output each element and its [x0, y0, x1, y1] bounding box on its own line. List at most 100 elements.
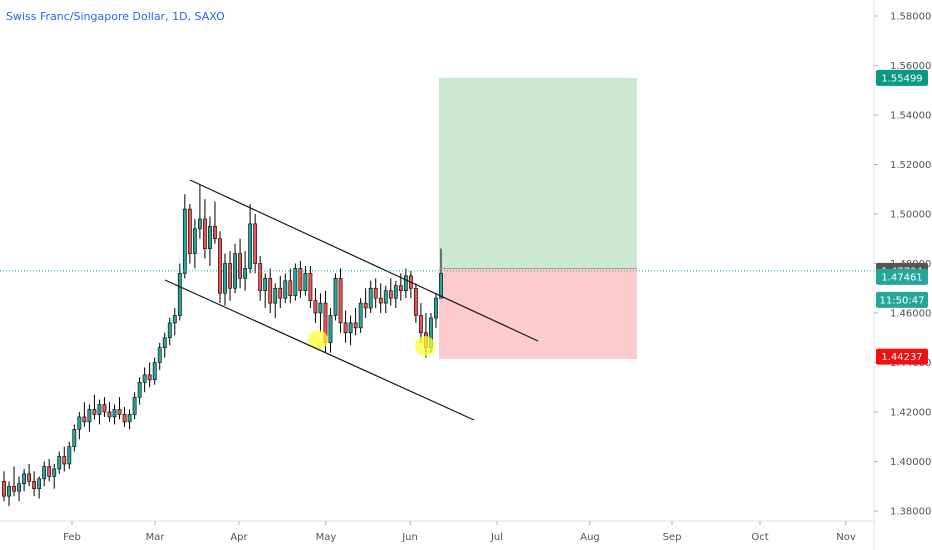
candle[interactable]: [238, 238, 242, 289]
candle[interactable]: [368, 280, 373, 313]
channel-upper-trendline[interactable]: [189, 179, 539, 342]
candle[interactable]: [92, 394, 97, 420]
candle[interactable]: [27, 463, 32, 487]
candle[interactable]: [288, 268, 293, 304]
candle[interactable]: [283, 273, 288, 304]
candle[interactable]: [393, 280, 398, 309]
candle[interactable]: [172, 308, 177, 336]
candle[interactable]: [142, 367, 147, 393]
candle[interactable]: [162, 332, 167, 358]
candle[interactable]: [388, 278, 393, 306]
candle[interactable]: [82, 402, 87, 427]
candle[interactable]: [157, 342, 162, 370]
candle[interactable]: [127, 409, 132, 430]
candle-body: [228, 263, 232, 289]
candle[interactable]: [403, 268, 408, 299]
candle[interactable]: [192, 218, 197, 269]
candle[interactable]: [72, 424, 77, 452]
candle[interactable]: [42, 461, 47, 487]
candle[interactable]: [363, 288, 368, 318]
candle[interactable]: [338, 268, 343, 333]
candle[interactable]: [87, 404, 92, 432]
candle[interactable]: [228, 251, 232, 301]
candle[interactable]: [258, 256, 263, 301]
candle[interactable]: [343, 310, 348, 343]
candle[interactable]: [313, 288, 318, 323]
candle[interactable]: [197, 184, 202, 239]
candle[interactable]: [37, 476, 42, 499]
candle[interactable]: [293, 263, 298, 301]
candle[interactable]: [373, 278, 378, 309]
candle[interactable]: [263, 273, 268, 309]
candle[interactable]: [439, 248, 443, 299]
stop-zone[interactable]: [439, 268, 637, 360]
candle[interactable]: [57, 451, 62, 474]
y-tick-label: 1.42000: [890, 408, 931, 419]
candle[interactable]: [318, 293, 323, 333]
candle[interactable]: [383, 285, 388, 313]
candle[interactable]: [223, 253, 227, 306]
candle[interactable]: [7, 481, 11, 507]
candle[interactable]: [358, 298, 363, 333]
candle[interactable]: [152, 357, 157, 385]
candle-body: [278, 287, 283, 299]
candle[interactable]: [328, 308, 333, 353]
candle[interactable]: [147, 362, 152, 388]
candle[interactable]: [243, 251, 248, 291]
candle[interactable]: [77, 412, 82, 440]
candle[interactable]: [419, 303, 423, 343]
target-zone[interactable]: [439, 77, 637, 269]
candle[interactable]: [102, 397, 107, 417]
candle[interactable]: [308, 265, 313, 309]
candle[interactable]: [122, 407, 127, 427]
candle[interactable]: [107, 402, 112, 422]
candle[interactable]: [167, 317, 172, 346]
channel-lower-trendline[interactable]: [164, 279, 475, 421]
candle[interactable]: [218, 231, 222, 304]
candle-body: [338, 278, 343, 324]
candle[interactable]: [22, 468, 26, 492]
candle-body: [142, 374, 147, 383]
candle[interactable]: [12, 466, 16, 497]
candle[interactable]: [117, 397, 122, 420]
candle[interactable]: [52, 463, 57, 489]
candle[interactable]: [2, 471, 6, 502]
candle[interactable]: [348, 315, 353, 346]
candle[interactable]: [32, 471, 37, 497]
candle-body: [288, 280, 293, 296]
candle[interactable]: [434, 293, 438, 328]
candle-body: [373, 287, 378, 299]
candle-body: [117, 409, 122, 415]
candle[interactable]: [253, 214, 258, 274]
candle[interactable]: [208, 216, 212, 266]
candle[interactable]: [137, 377, 142, 405]
candle[interactable]: [353, 308, 358, 336]
candle-body: [162, 337, 167, 348]
candle[interactable]: [333, 273, 338, 321]
candle[interactable]: [62, 446, 67, 472]
time-axis[interactable]: Feb Mar Apr May Jun Jul Aug Sep Oct Nov: [63, 521, 856, 543]
candle-body: [97, 404, 102, 415]
candle[interactable]: [213, 201, 217, 244]
candle[interactable]: [233, 243, 237, 294]
candle[interactable]: [67, 441, 72, 469]
y-tick-label: 1.56000: [890, 61, 931, 72]
candle[interactable]: [132, 392, 137, 420]
candle[interactable]: [112, 404, 117, 425]
candle[interactable]: [203, 199, 207, 259]
candle[interactable]: [268, 268, 273, 313]
candle[interactable]: [248, 204, 253, 274]
candle[interactable]: [97, 399, 102, 425]
candle[interactable]: [378, 283, 383, 313]
candle[interactable]: [278, 275, 283, 309]
candle[interactable]: [182, 194, 187, 279]
candle[interactable]: [17, 476, 21, 502]
candle[interactable]: [177, 263, 182, 321]
candle[interactable]: [273, 283, 278, 318]
candle[interactable]: [47, 459, 52, 482]
candle[interactable]: [413, 283, 418, 323]
candle[interactable]: [187, 204, 192, 264]
candle[interactable]: [298, 261, 303, 299]
candle[interactable]: [303, 265, 308, 296]
